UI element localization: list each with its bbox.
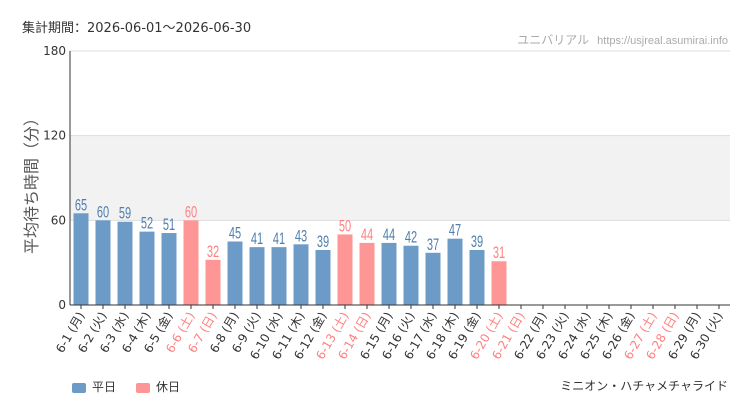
bar [359,242,375,305]
legend-label: 休日 [156,380,181,394]
shaded-band-layer [70,135,730,221]
legend-swatch [72,382,86,393]
data-label: 43 [295,226,307,245]
legend-item: 休日 [136,378,180,395]
bar [271,247,287,305]
bar [315,249,331,305]
bar [381,242,397,305]
data-label: 39 [317,232,329,251]
data-label: 60 [97,202,109,221]
bar [469,249,485,305]
bar [227,241,243,305]
y-tick-label: 60 [51,213,66,227]
bar [403,245,419,305]
data-label: 37 [427,235,439,254]
y-tick-label: 120 [43,129,66,143]
bar [73,213,89,305]
bar [205,259,221,305]
data-label: 32 [207,242,219,261]
data-label: 44 [361,225,373,244]
site-credit: ユニバリアル https://usjreal.asumirai.info [517,31,728,48]
legend: 平日 休日 [72,378,200,395]
bar [139,231,155,305]
bar [161,233,177,305]
data-label: 47 [449,220,461,239]
data-label: 51 [163,215,175,234]
data-label: 41 [273,229,285,248]
attraction-name: ミニオン・ハチャメチャライド [560,379,728,393]
bar [183,220,199,305]
shaded-band [70,135,730,221]
data-label: 41 [251,229,263,248]
data-label: 45 [229,223,241,242]
period-label: 集計期間：2026-06-01～2026-06-30 [22,21,252,36]
bar [293,244,309,305]
data-label: 65 [75,195,87,214]
data-label: 50 [339,216,351,235]
y-tick-label: 0 [58,298,66,312]
y-tick-label: 180 [43,44,66,58]
bar [117,221,133,305]
site-name: ユニバリアル [517,33,590,47]
legend-item: 平日 [72,378,116,395]
data-label: 52 [141,213,153,232]
data-label: 44 [383,225,395,244]
legend-swatch [136,382,151,393]
data-label: 42 [405,228,417,247]
bar [95,220,111,305]
site-url: https://usjreal.asumirai.info [597,35,728,47]
bar [249,247,265,305]
value-label-layer: 65 60 59 52 51 60 32 45 41 41 43 39 50 44 44 42 37 47 39 31 [75,195,505,262]
bar [337,234,353,305]
data-label: 39 [471,232,483,251]
grid-layer [70,50,730,221]
data-label: 59 [119,204,131,223]
bar-layer [73,213,507,305]
bar [425,252,441,305]
legend-label: 平日 [92,380,117,394]
bar [447,238,463,305]
bar [491,261,507,305]
y-axis-label: 平均待ち時間（分） [22,110,41,254]
data-label: 60 [185,202,197,221]
data-label: 31 [493,243,505,262]
